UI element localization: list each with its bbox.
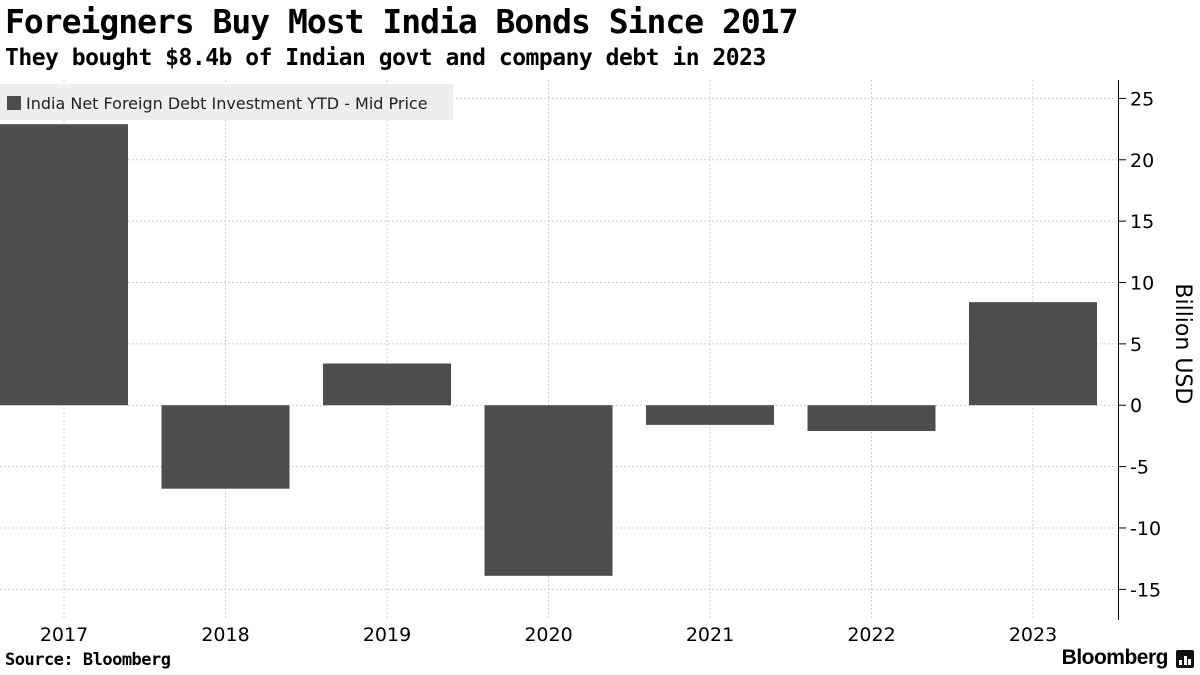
y-tick-label-15: 15 bbox=[1130, 211, 1154, 233]
x-tick-label-2017: 2017 bbox=[40, 624, 88, 646]
bar-2022 bbox=[807, 405, 936, 431]
x-tick-label-2022: 2022 bbox=[847, 624, 895, 646]
x-tick-label-2018: 2018 bbox=[201, 624, 249, 646]
chart-subtitle: They bought $8.4b of Indian govt and com… bbox=[5, 45, 766, 71]
y-tick-label-0: 0 bbox=[1130, 395, 1142, 417]
y-tick-label-5: 5 bbox=[1130, 334, 1142, 356]
x-tick-label-2020: 2020 bbox=[524, 624, 572, 646]
legend-label: India Net Foreign Debt Investment YTD - … bbox=[26, 94, 428, 113]
bar-2020 bbox=[484, 405, 613, 576]
bar-2017 bbox=[0, 124, 128, 406]
brand-wordmark: Bloomberg bbox=[1061, 646, 1169, 669]
legend-box bbox=[0, 84, 453, 120]
bar-2018 bbox=[161, 405, 290, 489]
x-tick-label-2023: 2023 bbox=[1009, 624, 1057, 646]
bar-2021 bbox=[646, 405, 774, 425]
bar-2019 bbox=[323, 363, 451, 406]
y-tick-label-20: 20 bbox=[1130, 150, 1154, 172]
chart-title: Foreigners Buy Most India Bonds Since 20… bbox=[5, 2, 798, 41]
bloomberg-terminal-icon bbox=[1176, 650, 1194, 668]
legend-swatch bbox=[7, 96, 21, 110]
y-tick-label--5: -5 bbox=[1130, 457, 1149, 479]
x-tick-label-2021: 2021 bbox=[686, 624, 734, 646]
bar-2023 bbox=[969, 302, 1097, 406]
y-tick-label--10: -10 bbox=[1130, 518, 1161, 540]
y-tick-label-25: 25 bbox=[1130, 88, 1154, 110]
y-tick-label-10: 10 bbox=[1130, 273, 1154, 295]
y-axis-title: Billion USD bbox=[1170, 283, 1195, 404]
x-tick-label-2019: 2019 bbox=[363, 624, 411, 646]
source-note: Source: Bloomberg bbox=[5, 650, 171, 670]
y-tick-label--15: -15 bbox=[1130, 579, 1161, 601]
